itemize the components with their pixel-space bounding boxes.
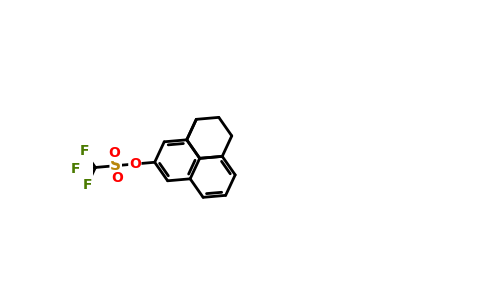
Text: F: F [71, 162, 80, 176]
Text: O: O [129, 157, 141, 171]
Text: O: O [111, 171, 123, 185]
Text: S: S [110, 158, 121, 173]
Text: F: F [79, 144, 89, 158]
Text: O: O [109, 146, 121, 161]
Text: F: F [82, 178, 92, 193]
